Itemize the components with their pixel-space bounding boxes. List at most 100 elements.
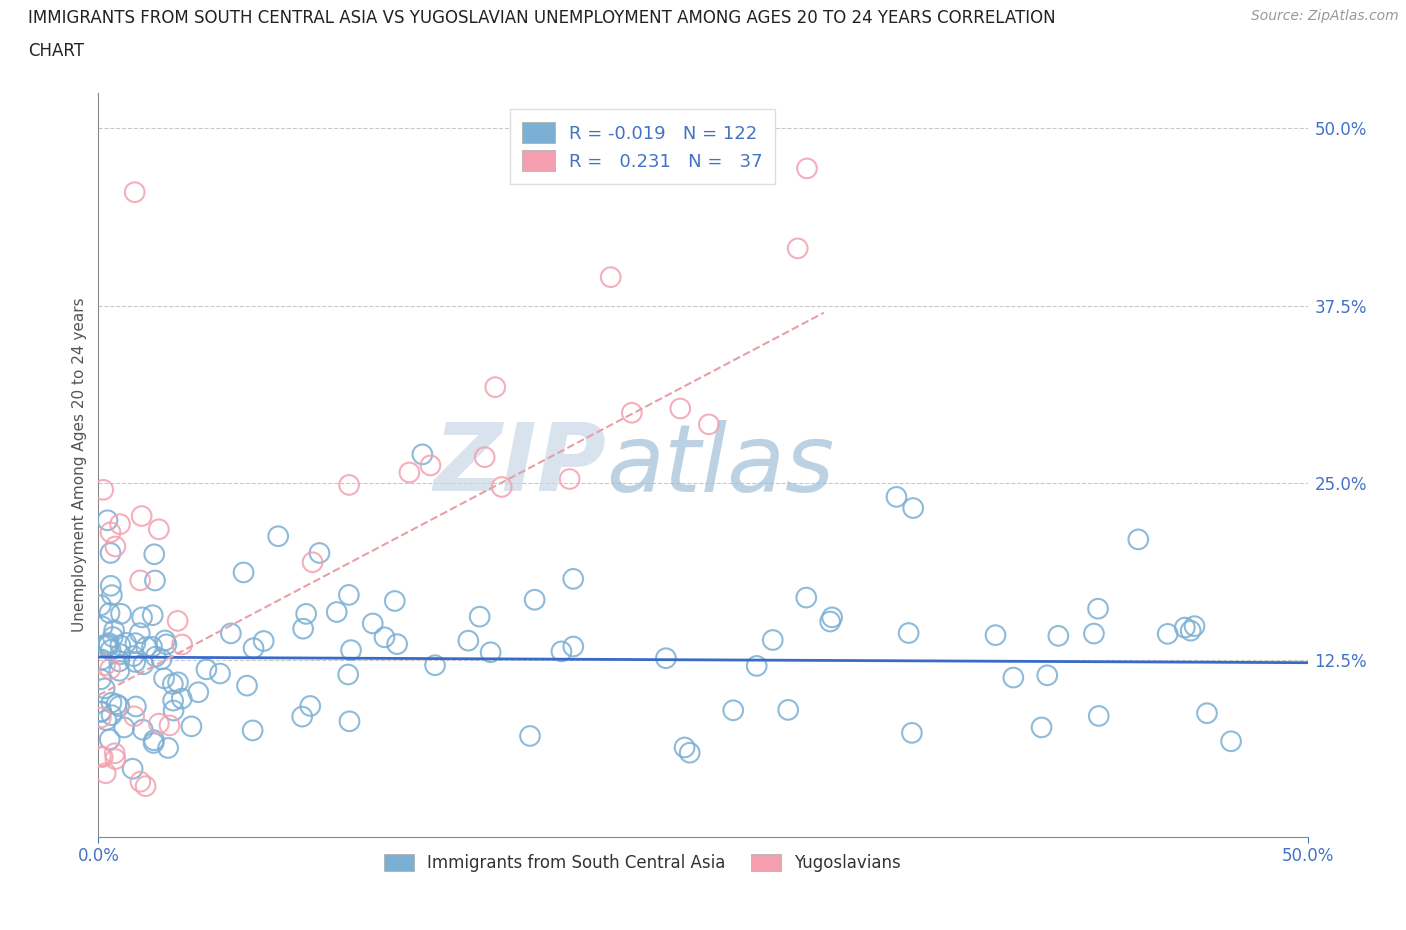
- Point: [373, 630, 395, 644]
- Point: [519, 728, 541, 743]
- Point: [124, 655, 146, 670]
- Point: [108, 654, 131, 669]
- Point: [103, 623, 125, 638]
- Point: [778, 702, 800, 717]
- Point: [484, 379, 506, 394]
- Point: [91, 483, 114, 498]
- Point: [101, 630, 124, 644]
- Point: [794, 591, 817, 605]
- Point: [821, 610, 844, 625]
- Point: [122, 709, 145, 724]
- Point: [599, 270, 621, 285]
- Point: [291, 710, 314, 724]
- Point: [187, 684, 209, 699]
- Point: [1157, 627, 1180, 642]
- Point: [143, 573, 166, 588]
- Point: [339, 714, 361, 729]
- Point: [1128, 532, 1150, 547]
- Point: [669, 401, 692, 416]
- Point: [562, 571, 585, 586]
- Point: [96, 712, 118, 727]
- Point: [142, 607, 165, 622]
- Point: [984, 628, 1007, 643]
- Point: [155, 637, 177, 652]
- Point: [620, 405, 643, 420]
- Text: IMMIGRANTS FROM SOUTH CENTRAL ASIA VS YUGOSLAVIAN UNEMPLOYMENT AMONG AGES 20 TO : IMMIGRANTS FROM SOUTH CENTRAL ASIA VS YU…: [28, 9, 1056, 27]
- Point: [385, 637, 408, 652]
- Point: [1174, 620, 1197, 635]
- Text: ZIP: ZIP: [433, 419, 606, 511]
- Point: [153, 633, 176, 648]
- Point: [148, 716, 170, 731]
- Point: [129, 573, 152, 588]
- Point: [1083, 626, 1105, 641]
- Point: [98, 661, 121, 676]
- Point: [128, 626, 150, 641]
- Point: [474, 450, 496, 465]
- Point: [340, 643, 363, 658]
- Point: [90, 705, 112, 720]
- Point: [157, 740, 180, 755]
- Point: [208, 666, 231, 681]
- Point: [98, 732, 121, 747]
- Point: [104, 539, 127, 554]
- Point: [1184, 618, 1206, 633]
- Point: [121, 762, 143, 777]
- Point: [886, 489, 908, 504]
- Point: [100, 696, 122, 711]
- Point: [90, 598, 112, 613]
- Point: [1031, 720, 1053, 735]
- Point: [170, 637, 193, 652]
- Point: [166, 614, 188, 629]
- Point: [901, 500, 924, 515]
- Point: [479, 644, 502, 659]
- Point: [236, 678, 259, 693]
- Point: [1180, 623, 1202, 638]
- Point: [901, 725, 924, 740]
- Point: [558, 472, 581, 486]
- Point: [115, 635, 138, 650]
- Point: [292, 621, 315, 636]
- Point: [104, 751, 127, 766]
- Point: [96, 512, 118, 527]
- Point: [337, 477, 360, 492]
- Point: [90, 749, 112, 764]
- Point: [96, 638, 118, 653]
- Point: [108, 517, 131, 532]
- Point: [97, 636, 120, 651]
- Point: [104, 746, 127, 761]
- Point: [162, 676, 184, 691]
- Point: [105, 697, 128, 711]
- Point: [90, 711, 112, 725]
- Point: [90, 704, 112, 719]
- Point: [267, 529, 290, 544]
- Point: [361, 616, 384, 631]
- Point: [145, 649, 167, 664]
- Point: [135, 640, 157, 655]
- Point: [135, 778, 157, 793]
- Point: [167, 675, 190, 690]
- Point: [550, 644, 572, 658]
- Point: [108, 663, 131, 678]
- Point: [398, 465, 420, 480]
- Point: [110, 606, 132, 621]
- Point: [159, 718, 181, 733]
- Point: [141, 640, 163, 655]
- Point: [242, 723, 264, 737]
- Point: [1087, 602, 1109, 617]
- Point: [562, 639, 585, 654]
- Text: Source: ZipAtlas.com: Source: ZipAtlas.com: [1251, 9, 1399, 23]
- Point: [1047, 629, 1070, 644]
- Point: [129, 775, 152, 790]
- Point: [97, 638, 120, 653]
- Point: [721, 703, 744, 718]
- Point: [143, 733, 166, 748]
- Point: [132, 657, 155, 671]
- Point: [1087, 709, 1109, 724]
- Point: [295, 606, 318, 621]
- Point: [796, 161, 818, 176]
- Point: [110, 647, 132, 662]
- Point: [219, 626, 242, 641]
- Point: [468, 609, 491, 624]
- Point: [131, 610, 153, 625]
